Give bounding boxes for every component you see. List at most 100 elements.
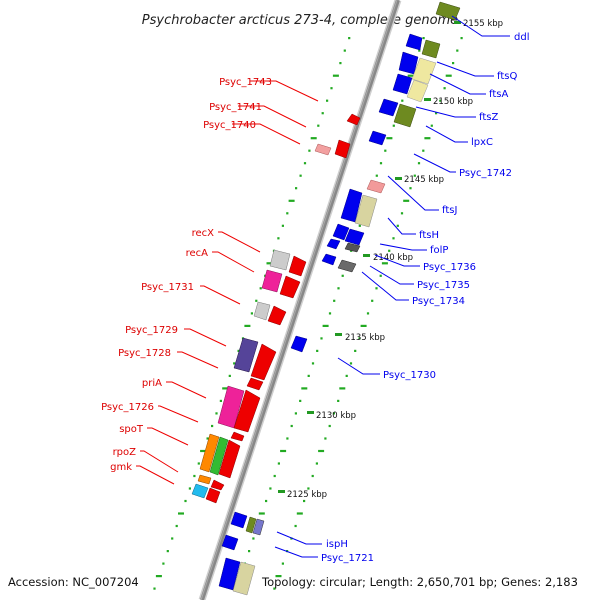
guide-dot [316,349,319,352]
guide-dot [290,424,293,428]
guide-dot [430,124,433,127]
guide-dot [259,287,262,290]
guide-dot [273,474,276,478]
guide-dot [333,299,336,302]
guide-dot [310,137,317,140]
genome-axis [198,0,402,600]
guide-dot [281,224,284,227]
guide-dot [252,537,255,540]
guide-dot [339,62,342,65]
guide-dot [265,499,268,503]
guide-dot [349,362,353,365]
topology-text: Topology: circular; Length: 2,650,701 bp… [261,575,578,589]
guide-dot [403,199,410,202]
guide-dot [386,137,393,140]
guide-dot [301,387,308,390]
label-psyc-1731: Psyc_1731 [141,282,194,293]
guide-dot [273,587,276,590]
label-ftsJ: ftsJ [442,205,457,216]
label-spoT: spoT [119,424,144,435]
guide-dot [162,562,165,565]
right-connectors [274,15,510,558]
guide-dot [250,312,253,315]
tick-marks: 2155 kbp 2150 kbp 2145 kbp 2140 kbp 2135… [278,19,503,500]
guide-dot [460,37,463,40]
guide-dot [422,149,425,152]
guide-dot [337,399,340,402]
label-ddl: ddl [514,32,529,43]
guide-dot [299,174,302,177]
guide-dot [413,174,416,177]
guide-dot [371,299,374,302]
guide-dot [400,212,404,215]
guide-dot [354,349,357,352]
guide-dot [445,74,452,77]
guide-dot [435,112,438,115]
label-ispH: ispH [326,539,348,550]
guide-dot [288,199,295,202]
guide-dot [345,374,348,377]
guide-dot [200,449,207,453]
guide-dot [418,49,421,52]
guide-dot [178,512,184,515]
label-recA: recA [186,248,209,259]
guide-dot [392,237,395,240]
label-psyc-1740: Psyc_1740 [203,120,256,131]
guide-dot [407,74,414,77]
guide-dot [255,299,258,302]
guide-dot [244,324,251,327]
label-psyc-1741: Psyc_1741 [209,102,262,113]
guide-dot [343,49,346,52]
guide-dot [296,512,303,515]
guide-dot [439,99,442,102]
guide-dot [328,312,332,315]
guide-dot [315,462,318,465]
label-ftsA: ftsA [489,89,508,100]
tick-2130: 2130 kbp [316,411,356,421]
guide-dot [311,362,315,365]
guide-dot [326,99,329,102]
label-ftsZ: ftsZ [479,112,498,123]
guide-dot [294,524,297,528]
guide-dot [375,174,378,177]
guide-dot [375,287,378,290]
guide-dot [184,499,187,503]
guide-dot [277,237,280,240]
guide-dot [320,337,323,340]
label-psyc-1728: Psyc_1728 [118,348,171,359]
guide-dot [269,487,272,490]
guide-dot [392,124,395,127]
label-psyc-1743: Psyc_1743 [219,77,272,88]
label-rpoZ: rpoZ [113,447,137,458]
guide-dot [358,224,361,227]
guide-dot [328,424,331,428]
tick-2145: 2145 kbp [404,175,444,185]
label-priA: priA [142,378,162,389]
guide-dot [311,474,314,478]
guide-dot [277,462,280,465]
guide-dot [153,587,156,590]
guide-dot [281,562,284,565]
guide-dot [307,487,310,490]
guide-dot [322,324,329,327]
guide-dot [324,437,327,440]
guide-dot [379,162,383,165]
guide-dot [206,437,209,440]
guide-dot [317,124,320,127]
guide-dot [222,387,229,390]
guide-dot [339,387,346,390]
guide-dots [153,37,463,590]
guide-dot [424,137,431,140]
guide-dot [358,337,361,340]
tick-2140: 2140 kbp [373,253,413,263]
tick-2155: 2155 kbp [463,19,503,29]
guide-dot [303,162,307,165]
guide-dot [215,412,218,415]
label-psyc-1735: Psyc_1735 [417,280,470,291]
guide-dot [332,74,339,77]
guide-dot [366,312,370,315]
guide-dot [228,374,231,377]
guide-dot [409,187,412,190]
guide-dot [332,412,335,415]
